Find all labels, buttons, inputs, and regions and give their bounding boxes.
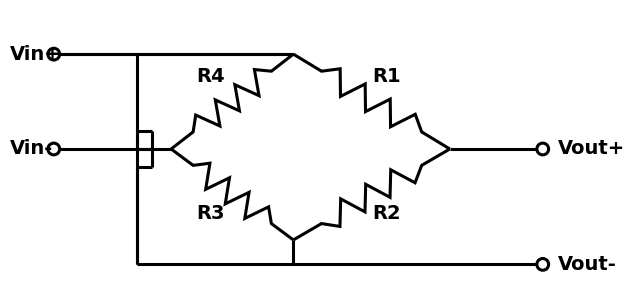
Text: R3: R3 xyxy=(196,204,224,223)
Text: Vin-: Vin- xyxy=(10,140,53,159)
Text: R4: R4 xyxy=(196,67,225,86)
Text: Vin+: Vin+ xyxy=(10,45,62,64)
Text: R1: R1 xyxy=(372,67,401,86)
Text: Vout+: Vout+ xyxy=(557,140,625,159)
Text: Vout-: Vout- xyxy=(557,255,616,274)
Text: R2: R2 xyxy=(372,204,401,223)
